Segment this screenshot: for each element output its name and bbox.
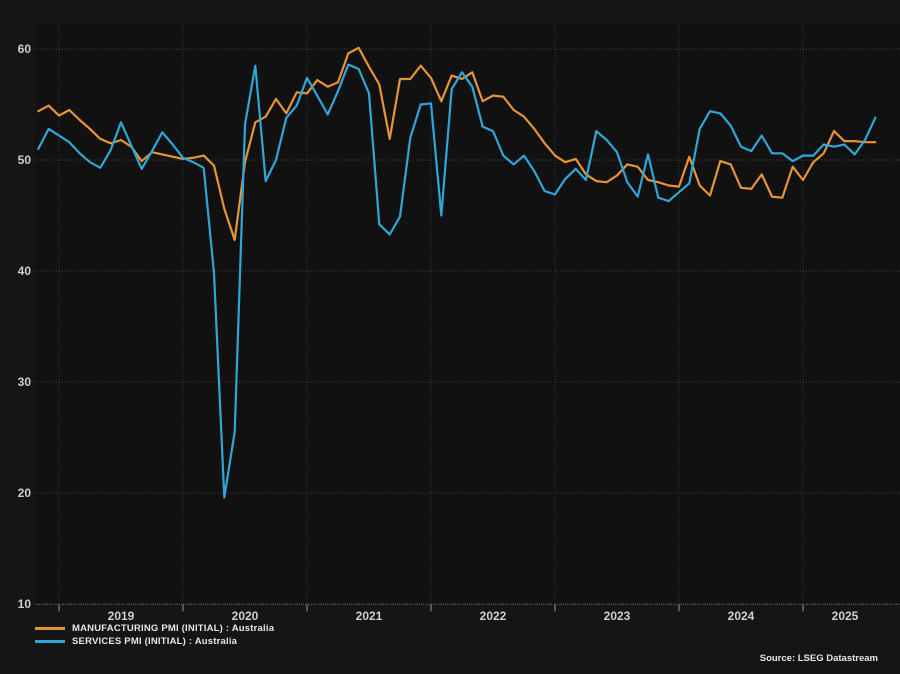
services-line-swatch <box>35 640 65 643</box>
y-axis-tick-label: 40 <box>18 264 32 278</box>
legend-label-services: SERVICES PMI (INITIAL) : Australia <box>72 636 238 647</box>
services-pmi-line <box>37 63 877 499</box>
x-axis-tick-label: 2020 <box>232 609 259 623</box>
x-axis-tick-label: 2024 <box>728 609 755 623</box>
legend-item-services: SERVICES PMI (INITIAL) : Australia <box>35 635 274 648</box>
plot-area[interactable] <box>35 25 900 605</box>
legend-item-manufacturing: MANUFACTURING PMI (INITIAL) : Australia <box>35 622 274 635</box>
y-axis-tick-label: 10 <box>18 597 32 611</box>
y-axis-tick-label: 30 <box>18 375 32 389</box>
x-axis-tick-label: 2019 <box>108 609 135 623</box>
x-axis-tick-label: 2021 <box>356 609 383 623</box>
y-axis-tick-label: 20 <box>18 486 32 500</box>
manufacturing-line-swatch <box>35 627 65 630</box>
manufacturing-pmi-line <box>37 46 877 241</box>
legend: MANUFACTURING PMI (INITIAL) : Australia … <box>35 622 274 648</box>
x-axis-tick-label: 2025 <box>832 609 859 623</box>
y-axis-tick-label: 60 <box>18 42 32 56</box>
legend-label-manufacturing: MANUFACTURING PMI (INITIAL) : Australia <box>72 623 275 634</box>
y-axis-tick-label: 50 <box>18 153 32 167</box>
source-text: Source: LSEG Datastream <box>759 653 878 664</box>
x-axis-tick-label: 2023 <box>604 609 631 623</box>
x-axis-tick-label: 2022 <box>480 609 507 623</box>
